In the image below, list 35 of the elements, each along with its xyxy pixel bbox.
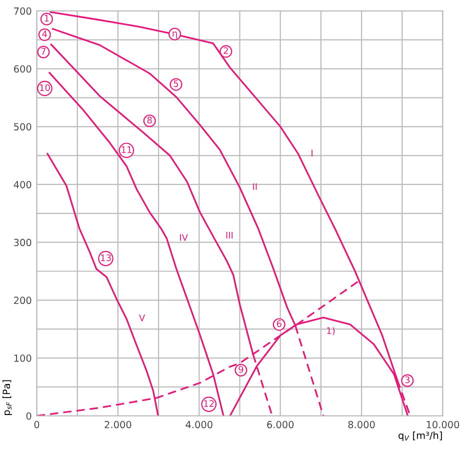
annotation: 3 — [405, 376, 410, 384]
x-tick-label: 4.000 — [186, 420, 212, 428]
annotation: 11 — [122, 146, 132, 153]
x-axis-title: q$_{V}$ [m³/h] — [398, 432, 442, 441]
series-label: IV — [180, 234, 188, 241]
annotation: 2 — [224, 47, 228, 54]
y-tick-label: 100 — [14, 354, 32, 362]
annotation: η — [172, 32, 177, 38]
series-label: II — [253, 183, 257, 190]
annotation: 1 — [44, 14, 49, 22]
x-tick-label: 0 — [34, 420, 40, 428]
series-label: V — [139, 314, 146, 322]
series-label: 1) — [327, 327, 335, 336]
annotation: 4 — [42, 30, 48, 38]
x-tick-label: 6.000 — [267, 420, 294, 428]
y-tick-label: 300 — [14, 238, 32, 246]
annotation: 13 — [101, 254, 111, 262]
y-tick-label: 600 — [14, 65, 32, 73]
annotation: 12 — [204, 400, 214, 407]
y-tick-label: 0 — [26, 412, 32, 420]
y-tick-label: 700 — [14, 7, 32, 15]
y-tick-label: 200 — [14, 296, 32, 304]
y-tick-label: 500 — [14, 123, 32, 130]
annotation: 7 — [41, 48, 46, 55]
series-label: III — [226, 232, 233, 238]
annotation: 6 — [276, 320, 282, 328]
y-tick-label: 400 — [14, 180, 32, 188]
annotation: 9 — [238, 366, 244, 373]
annotation: 5 — [174, 80, 178, 88]
x-tick-label: 2.000 — [104, 420, 132, 428]
x-tick-label: 10.000 — [426, 420, 460, 428]
x-tick-label: 8.000 — [348, 420, 375, 428]
annotation: 10 — [40, 84, 50, 92]
y-axis-title: p$_{sF}$ [Pa] — [2, 380, 12, 415]
annotation: 8 — [147, 116, 152, 124]
